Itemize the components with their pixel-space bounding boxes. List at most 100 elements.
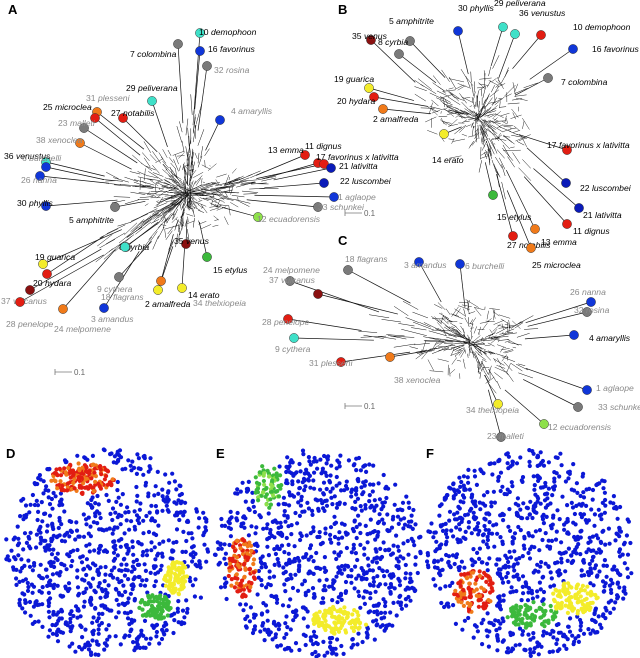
- scatter-point: [265, 609, 270, 614]
- scatter-point: [98, 595, 103, 600]
- scatter-point: [449, 528, 454, 533]
- tree-a-tip-name: plesseni: [97, 93, 131, 103]
- scatter-point: [323, 618, 328, 624]
- scatter-point: [529, 588, 534, 594]
- scatter-point: [243, 616, 248, 622]
- scatter-point: [477, 573, 482, 579]
- scatter-point: [287, 557, 292, 562]
- tree-a-core-edge: [228, 205, 231, 216]
- scatter-point: [259, 578, 264, 583]
- tree-c-core-edge: [427, 359, 434, 371]
- scatter-point: [93, 605, 98, 611]
- scatter-point: [218, 585, 224, 590]
- scatter-point: [498, 567, 503, 572]
- scatter-point: [260, 623, 265, 628]
- scatter-point: [266, 582, 271, 587]
- scatter-point: [310, 586, 316, 591]
- scatter-point: [383, 582, 388, 587]
- scatter-point: [282, 635, 287, 640]
- scatter-point: [373, 589, 378, 594]
- scatter-point: [439, 600, 444, 606]
- scatter-point: [322, 555, 327, 560]
- scatter-point: [228, 534, 233, 539]
- scatter-point: [546, 564, 551, 569]
- tree-a-reticulation: [160, 207, 173, 219]
- tree-a-core-edge: [215, 187, 221, 192]
- scatter-point: [90, 462, 95, 467]
- tree-a-core-edge: [145, 185, 155, 189]
- scatter-point: [557, 647, 562, 652]
- tree-b-reticulation: [427, 107, 439, 113]
- scatter-point: [349, 489, 354, 495]
- scatter-point: [334, 466, 339, 471]
- scatter-point: [576, 639, 582, 645]
- scatter-point: [561, 587, 566, 592]
- scatter-point: [611, 494, 617, 499]
- scatter-point: [330, 614, 335, 619]
- scatter-point: [520, 620, 525, 626]
- tree-a-reticulation: [171, 170, 178, 179]
- tree-c-core-edge: [492, 323, 501, 332]
- tree-a-tip-dot: [319, 178, 329, 188]
- tree-a-branch: [221, 206, 259, 218]
- scatter-point: [304, 470, 309, 475]
- tree-c-core-edge: [421, 349, 430, 360]
- scatter-point: [85, 457, 90, 462]
- tree-b-core-edge: [443, 91, 447, 94]
- tree-c-tip-number: 28: [262, 317, 274, 327]
- scatter-point: [124, 562, 129, 567]
- tree-b-tip-label: 8 cyrbia: [378, 37, 408, 47]
- scatter-point: [288, 597, 293, 602]
- scatter-point: [480, 604, 486, 609]
- tree-b-core-edge: [451, 138, 455, 144]
- tree-a-branch: [194, 50, 201, 110]
- scatter-point: [59, 561, 64, 566]
- scatter-point: [543, 561, 548, 566]
- tree-a-reticulation: [106, 172, 119, 180]
- tree-a-reticulation: [141, 152, 150, 162]
- scatter-point: [252, 542, 257, 547]
- scatter-point: [77, 466, 82, 471]
- tree-a-core-edge: [224, 190, 229, 199]
- scatter-point: [310, 512, 315, 518]
- tree-a-core-edge: [215, 189, 228, 199]
- scatter-point: [79, 475, 84, 480]
- tree-b-core-edge: [497, 83, 506, 88]
- tree-b-tip-number: 29: [494, 0, 506, 8]
- scatter-point: [170, 471, 175, 476]
- tree-a-core-edge: [194, 152, 198, 159]
- scatter-point: [572, 511, 578, 517]
- tree-a-tip-number: 25: [43, 102, 55, 112]
- tree-a-reticulation: [120, 184, 139, 187]
- scatter-point: [548, 570, 553, 575]
- scatter-point: [79, 560, 85, 565]
- scatter-point: [495, 571, 500, 576]
- scatter-point: [222, 576, 227, 581]
- scatter-point: [155, 553, 160, 558]
- scatter-point: [549, 576, 554, 581]
- scatter-point: [376, 530, 381, 535]
- scatter-point: [602, 490, 608, 495]
- scatter-point: [470, 563, 475, 568]
- scatter-point: [473, 504, 478, 509]
- tree-c-reticulation: [449, 322, 457, 328]
- scatter-point: [487, 620, 492, 625]
- scatter-point: [541, 589, 547, 595]
- scatter-point: [333, 622, 338, 627]
- tree-a-reticulation: [105, 182, 121, 186]
- scatter-point: [132, 596, 137, 602]
- scatter-point: [282, 582, 287, 587]
- tree-c-branch: [523, 379, 579, 408]
- tree-c-reticulation: [467, 334, 470, 343]
- tree-c-core-edge: [473, 335, 481, 342]
- scatter-point: [371, 583, 376, 588]
- tree-b-tip-dot: [488, 190, 498, 200]
- tree-c-core-edge: [498, 314, 511, 319]
- tree-a-core-edge: [187, 192, 194, 200]
- tree-c-core-edge: [444, 316, 451, 322]
- tree-c-tip-name: xenoclea: [405, 375, 441, 385]
- scatter-point: [480, 560, 485, 565]
- tree-a-tip-label: 25 microclea: [43, 102, 92, 112]
- tree-a-reticulation: [148, 171, 163, 181]
- tree-a-reticulation: [113, 196, 131, 198]
